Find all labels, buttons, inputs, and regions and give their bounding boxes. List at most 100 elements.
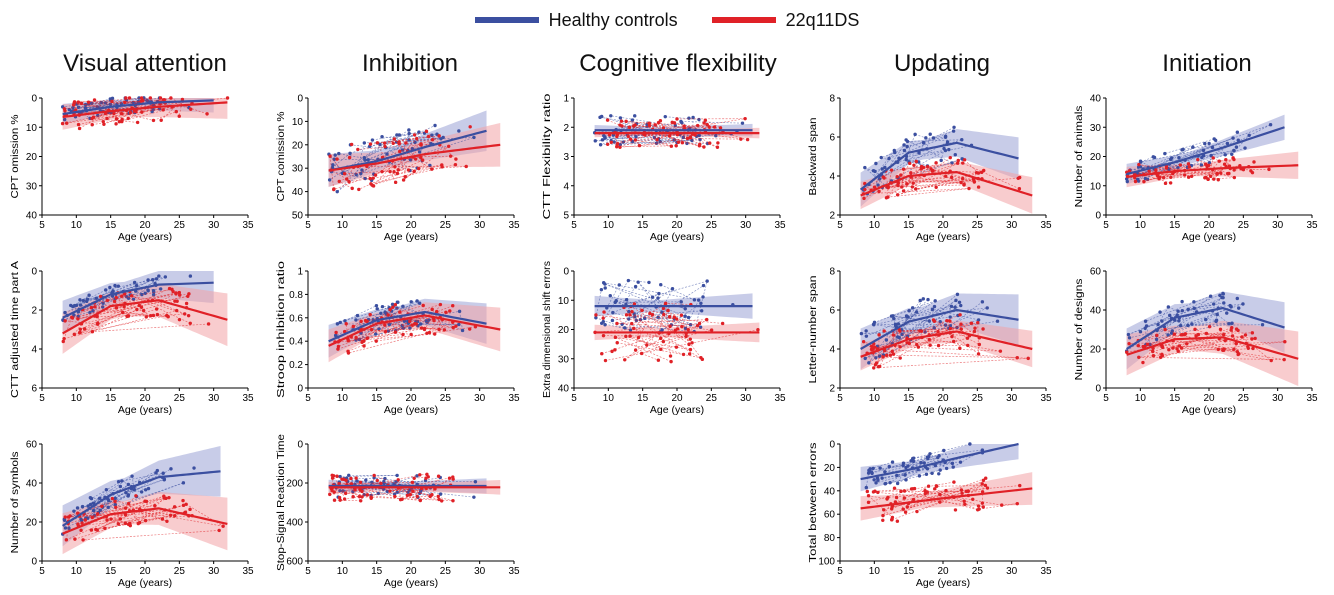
x-tick-label: 35: [242, 220, 254, 231]
data-point-22q11ds: [398, 310, 402, 314]
y-tick-label: 20: [1090, 152, 1102, 163]
subject-link-healthy: [637, 281, 675, 320]
data-point-healthy: [871, 466, 875, 471]
subject-link-healthy: [420, 490, 474, 498]
data-point-healthy: [418, 322, 423, 326]
data-point-22q11ds: [184, 301, 189, 306]
y-axis-label: Backward span: [807, 117, 819, 195]
subject-link-healthy: [953, 449, 983, 468]
subject-link-healthy: [948, 320, 998, 329]
data-point-22q11ds: [1232, 175, 1237, 180]
data-point-22q11ds: [925, 490, 929, 494]
subject-link-healthy: [906, 305, 952, 317]
subject-link-healthy: [147, 288, 161, 291]
x-tick-label: 20: [139, 566, 151, 577]
data-point-22q11ds: [351, 324, 356, 329]
subject-link-healthy: [892, 315, 930, 322]
data-point-22q11ds: [349, 142, 354, 147]
data-point-22q11ds: [928, 343, 932, 347]
x-tick-label: 20: [405, 393, 417, 404]
subject-link-22q11ds: [890, 177, 952, 184]
subject-link-22q11ds: [624, 332, 660, 361]
subject-link-22q11ds: [639, 137, 691, 146]
subject-link-22q11ds: [887, 175, 946, 188]
data-point-healthy: [363, 158, 367, 162]
data-point-22q11ds: [330, 489, 334, 493]
fit-line-healthy: [859, 141, 1019, 191]
y-tick-label: 40: [1090, 94, 1102, 105]
x-tick-label: 30: [740, 393, 752, 404]
subject-link-healthy: [897, 327, 935, 338]
y-tick-label: 4: [829, 172, 835, 183]
subject-link-22q11ds: [1205, 157, 1234, 178]
data-point-22q11ds: [624, 334, 628, 339]
data-point-22q11ds: [938, 492, 942, 497]
subject-link-healthy: [340, 475, 398, 477]
subject-link-healthy: [355, 302, 420, 321]
subject-link-22q11ds: [893, 330, 922, 355]
subject-link-22q11ds: [900, 346, 1001, 352]
x-tick-label: 35: [508, 220, 520, 231]
data-point-22q11ds: [948, 326, 953, 331]
data-point-22q11ds: [119, 294, 124, 298]
data-point-healthy: [1237, 306, 1241, 310]
data-point-22q11ds: [373, 173, 378, 177]
subject-link-22q11ds: [344, 166, 467, 175]
x-tick-label: 10: [337, 566, 349, 577]
subject-link-22q11ds: [868, 488, 915, 503]
y-tick-label: 6: [31, 384, 37, 395]
y-tick-label: 30: [1090, 123, 1102, 134]
data-point-healthy: [617, 283, 621, 287]
subject-link-22q11ds: [1206, 333, 1256, 339]
data-point-22q11ds: [1163, 181, 1168, 186]
data-point-22q11ds: [716, 141, 720, 145]
data-point-22q11ds: [613, 348, 617, 352]
subject-link-healthy: [395, 477, 441, 487]
y-tick-label: 0: [1095, 211, 1101, 222]
x-tick-label: 15: [1169, 393, 1181, 404]
data-point-22q11ds: [391, 305, 395, 310]
subject-link-healthy: [65, 110, 101, 115]
x-tick-label: 30: [208, 393, 220, 404]
y-tick-label: 0.2: [289, 360, 303, 371]
data-point-22q11ds: [889, 168, 894, 172]
data-point-22q11ds: [1246, 346, 1250, 350]
y-tick-label: 4: [829, 345, 835, 356]
subject-link-healthy: [125, 486, 132, 493]
data-point-healthy: [343, 319, 347, 323]
x-tick-label: 10: [71, 566, 83, 577]
subject-link-healthy: [624, 324, 691, 329]
subject-link-22q11ds: [658, 304, 666, 333]
data-point-22q11ds: [433, 332, 437, 336]
y-axis-label: Number of designs: [1073, 279, 1085, 381]
data-point-healthy: [1203, 141, 1207, 146]
data-point-22q11ds: [609, 140, 614, 144]
data-point-22q11ds: [1018, 483, 1022, 488]
subject-link-healthy: [868, 457, 938, 474]
subject-link-22q11ds: [1144, 334, 1182, 347]
subject-link-22q11ds: [921, 337, 931, 346]
subject-link-22q11ds: [607, 119, 672, 147]
data-point-22q11ds: [640, 308, 644, 313]
subject-link-healthy: [111, 282, 135, 293]
data-point-22q11ds: [601, 316, 605, 320]
data-point-healthy: [995, 319, 1000, 323]
data-point-22q11ds: [914, 159, 918, 164]
subject-link-healthy: [133, 278, 157, 300]
subject-link-healthy: [1140, 137, 1234, 176]
subject-link-22q11ds: [403, 171, 415, 181]
subject-link-22q11ds: [329, 474, 420, 495]
y-tick-label: 0: [563, 267, 569, 278]
subject-link-healthy: [901, 316, 908, 335]
subject-link-22q11ds: [82, 292, 180, 311]
x-axis-label: Age (years): [916, 404, 970, 416]
subject-link-healthy: [595, 317, 631, 331]
data-point-22q11ds: [92, 98, 97, 102]
data-point-22q11ds: [454, 324, 458, 328]
y-tick-label: 1: [563, 94, 569, 105]
data-point-22q11ds: [78, 327, 83, 331]
subject-link-22q11ds: [927, 491, 1002, 506]
data-point-22q11ds: [467, 327, 472, 331]
subject-link-healthy: [377, 158, 411, 171]
ci-band-22q11ds: [1126, 320, 1299, 387]
